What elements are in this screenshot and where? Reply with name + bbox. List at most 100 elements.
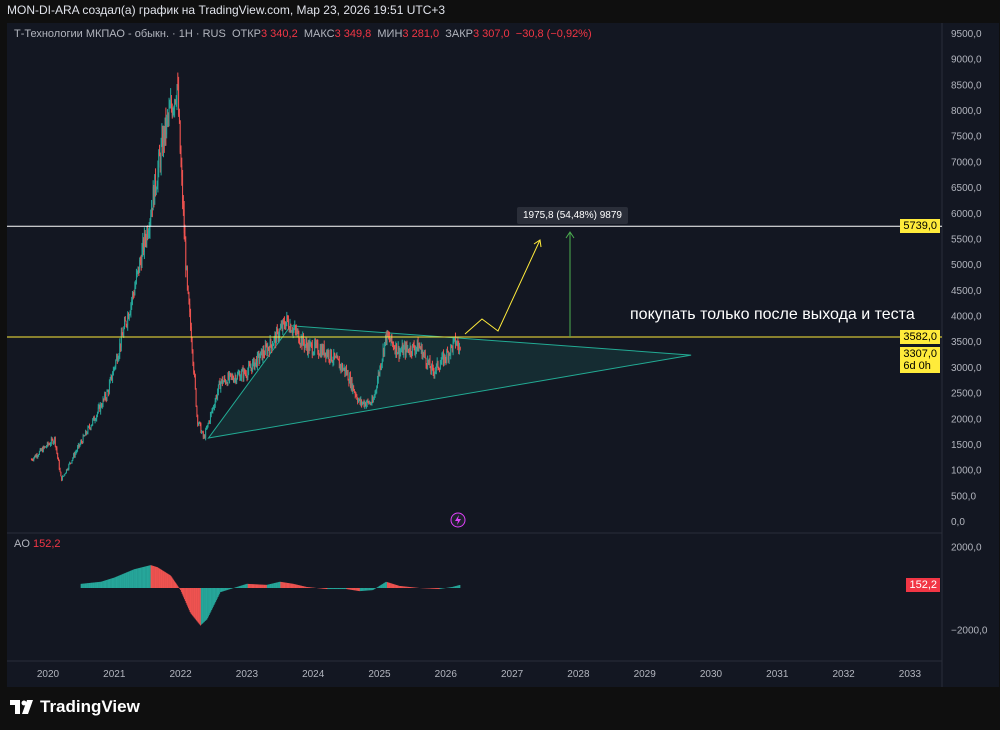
candle xyxy=(232,375,234,380)
time-axis-label: 2030 xyxy=(700,669,723,680)
candle xyxy=(63,474,65,477)
candle xyxy=(342,364,343,371)
candle xyxy=(36,454,38,457)
candle xyxy=(229,373,230,380)
candle xyxy=(66,469,67,473)
candle xyxy=(339,364,341,369)
candle xyxy=(90,426,92,429)
candle xyxy=(253,358,255,369)
candle xyxy=(252,358,254,363)
candle xyxy=(210,414,211,422)
candle xyxy=(139,259,141,273)
candle xyxy=(213,407,215,409)
candle xyxy=(312,354,314,356)
candle xyxy=(402,344,404,355)
candle xyxy=(394,348,396,354)
candle xyxy=(295,326,296,330)
candle xyxy=(159,152,160,157)
candle xyxy=(256,359,257,367)
candle xyxy=(215,396,217,401)
candle xyxy=(439,364,441,370)
candle xyxy=(261,349,263,360)
candle xyxy=(231,375,233,377)
candle xyxy=(237,373,239,375)
candle xyxy=(115,360,117,367)
candle xyxy=(356,395,358,400)
candle xyxy=(155,189,157,191)
candle xyxy=(454,336,456,339)
candle xyxy=(443,354,445,365)
chart-canvas[interactable]: 9500,0 9000,0 8500,0 8000,0 7500,0 7000,0 6500… xyxy=(7,23,999,687)
candle xyxy=(225,380,226,384)
candle xyxy=(294,326,296,329)
candle xyxy=(120,332,122,348)
candle xyxy=(97,407,99,413)
candle xyxy=(132,293,133,301)
candle xyxy=(124,320,126,322)
candle xyxy=(221,378,222,383)
candle xyxy=(439,368,440,370)
candle xyxy=(361,402,363,405)
candle xyxy=(233,379,234,382)
candle xyxy=(209,421,211,423)
price-axis-label: 5500,0 xyxy=(951,234,982,245)
candle xyxy=(427,359,429,368)
candle xyxy=(68,464,70,469)
candle xyxy=(245,373,247,377)
time-axis-label: 2028 xyxy=(567,669,590,680)
candle xyxy=(373,398,374,403)
time-axis-label: 2027 xyxy=(501,669,524,680)
candle xyxy=(129,312,131,315)
candle xyxy=(326,351,327,358)
candle xyxy=(288,320,289,328)
chart-area[interactable]: 9500,0 9000,0 8500,0 8000,0 7500,0 7000,0 6500… xyxy=(7,23,999,687)
candle xyxy=(45,446,47,448)
candle xyxy=(413,344,415,350)
ao-axis-label: 2000,0 xyxy=(951,542,982,553)
candle xyxy=(58,457,59,461)
candle xyxy=(361,399,362,405)
candle xyxy=(451,345,452,347)
candle xyxy=(49,444,51,446)
candle xyxy=(84,435,86,437)
candle xyxy=(240,377,242,381)
candle xyxy=(122,335,124,337)
candle xyxy=(292,328,294,333)
candle xyxy=(293,328,295,330)
candle xyxy=(395,343,397,354)
candle xyxy=(185,241,187,270)
candle xyxy=(344,367,346,374)
candle xyxy=(365,403,367,407)
candle xyxy=(60,471,62,477)
ao-label[interactable]: AO xyxy=(14,538,30,550)
brand-name: TradingView xyxy=(40,697,140,716)
candle xyxy=(237,373,238,379)
candle xyxy=(62,476,63,481)
symbol-name[interactable]: Т-Технологии МКПАО - обыкн. · 1H · RUS xyxy=(14,28,226,40)
candle xyxy=(242,369,244,379)
candle xyxy=(128,314,129,319)
candle xyxy=(202,431,204,438)
candle xyxy=(303,342,305,348)
candle xyxy=(362,401,364,403)
candle xyxy=(376,387,378,390)
candle xyxy=(37,455,39,457)
candle xyxy=(354,391,355,393)
candle xyxy=(393,343,394,348)
candle xyxy=(385,334,386,343)
candle xyxy=(313,352,315,355)
candle xyxy=(276,329,277,344)
price-axis-label: 4500,0 xyxy=(951,286,982,297)
candle xyxy=(326,351,328,356)
candle xyxy=(265,344,267,347)
candle xyxy=(286,315,288,322)
candle xyxy=(98,405,100,408)
candle xyxy=(325,352,327,358)
tradingview-logo[interactable]: TradingView xyxy=(10,697,140,717)
candle xyxy=(334,356,336,358)
candle xyxy=(64,474,66,476)
candle xyxy=(99,405,101,412)
candle xyxy=(157,167,159,186)
candle xyxy=(108,383,110,393)
candle xyxy=(279,329,281,337)
